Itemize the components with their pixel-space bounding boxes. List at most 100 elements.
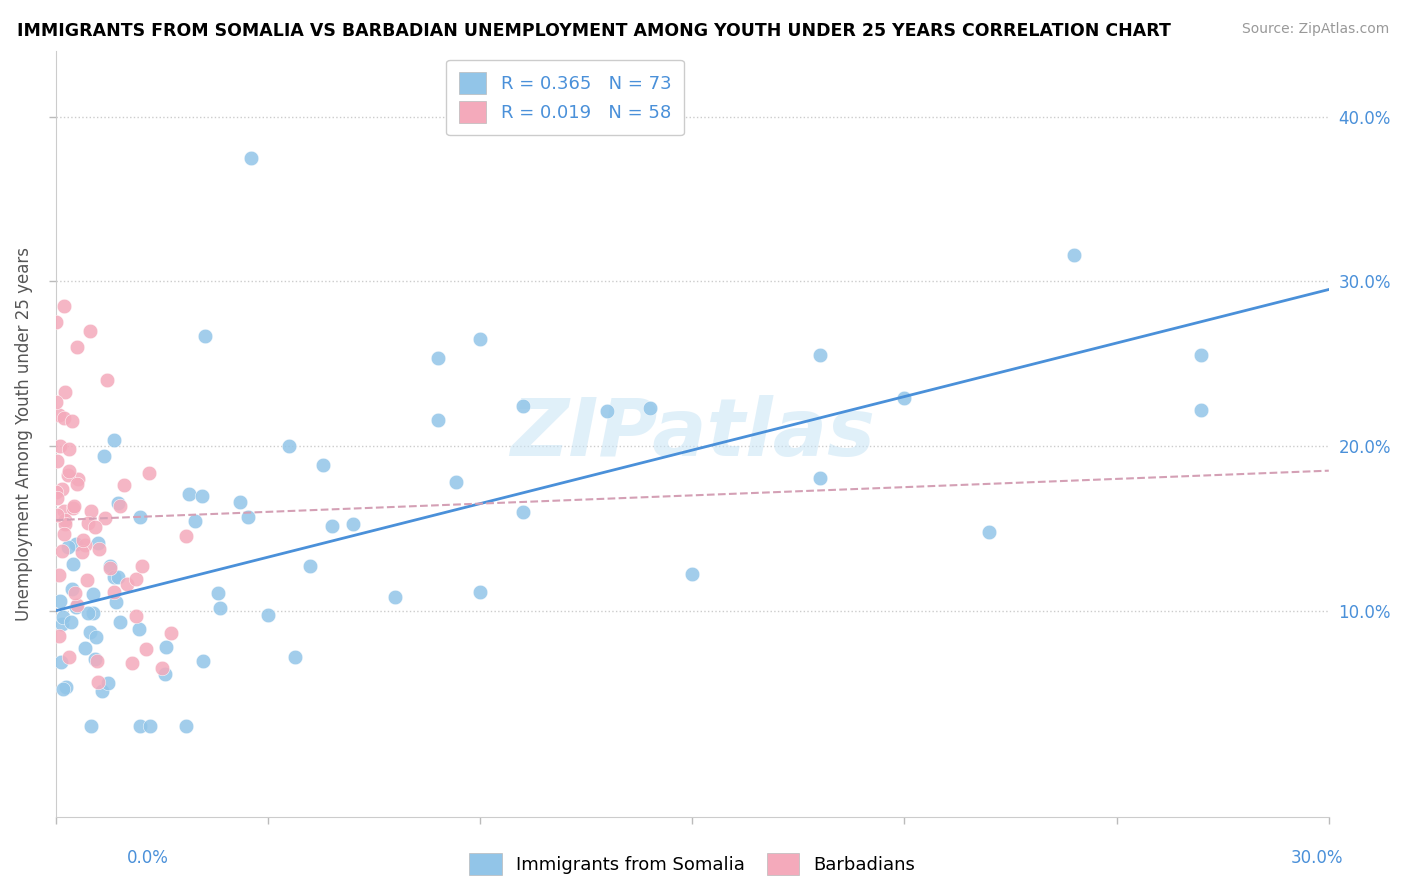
Text: Source: ZipAtlas.com: Source: ZipAtlas.com <box>1241 22 1389 37</box>
Point <box>121 657 143 671</box>
Point <box>115 577 138 591</box>
Point <box>46 491 69 505</box>
Y-axis label: Unemployment Among Youth under 25 years: Unemployment Among Youth under 25 years <box>15 246 32 621</box>
Point <box>893 391 915 405</box>
Point <box>1191 402 1213 417</box>
Point <box>100 560 122 574</box>
Point <box>93 450 115 464</box>
Point <box>51 617 73 632</box>
Point <box>52 681 75 696</box>
Point <box>52 610 75 624</box>
Point <box>342 517 364 532</box>
Point <box>979 524 1001 539</box>
Point <box>236 510 259 524</box>
Point <box>84 651 107 665</box>
Point <box>207 586 229 600</box>
Point <box>138 466 160 480</box>
Point <box>82 606 104 620</box>
Point <box>384 590 406 604</box>
Point <box>153 667 176 681</box>
Point <box>446 475 468 489</box>
Point <box>48 408 70 422</box>
Point <box>87 675 110 690</box>
Point <box>108 615 131 630</box>
Point <box>174 719 197 733</box>
Point <box>160 625 183 640</box>
Text: IMMIGRANTS FROM SOMALIA VS BARBADIAN UNEMPLOYMENT AMONG YOUTH UNDER 25 YEARS COR: IMMIGRANTS FROM SOMALIA VS BARBADIAN UNE… <box>17 22 1171 40</box>
Point <box>62 557 84 571</box>
Point <box>48 568 70 582</box>
Point <box>60 414 83 428</box>
Point <box>73 641 96 656</box>
Point <box>91 683 114 698</box>
Point <box>46 454 69 468</box>
Point <box>470 585 492 599</box>
Point <box>512 505 534 519</box>
Point <box>87 541 110 556</box>
Point <box>107 496 129 510</box>
Point <box>596 404 619 418</box>
Point <box>84 520 107 534</box>
Point <box>299 559 322 574</box>
Point <box>470 332 492 346</box>
Point <box>49 439 72 453</box>
Point <box>808 471 831 485</box>
Point <box>638 401 661 415</box>
Point <box>62 500 84 515</box>
Point <box>103 570 125 584</box>
Point <box>53 513 76 527</box>
Point <box>79 624 101 639</box>
Point <box>58 464 80 478</box>
Point <box>128 509 150 524</box>
Point <box>97 676 120 690</box>
Point <box>86 654 108 668</box>
Point <box>53 527 76 541</box>
Point <box>77 606 100 620</box>
Point <box>80 719 103 733</box>
Point <box>228 495 250 509</box>
Point <box>110 499 132 513</box>
Point <box>55 680 77 694</box>
Point <box>284 650 307 665</box>
Point <box>426 413 449 427</box>
Point <box>51 543 73 558</box>
Point <box>681 567 703 582</box>
Point <box>53 384 76 399</box>
Point <box>139 719 162 733</box>
Point <box>125 608 148 623</box>
Point <box>63 586 86 600</box>
Point <box>53 504 76 518</box>
Point <box>51 656 73 670</box>
Point <box>98 558 121 573</box>
Point <box>70 545 93 559</box>
Point <box>240 151 263 165</box>
Legend: Immigrants from Somalia, Barbadians: Immigrants from Somalia, Barbadians <box>460 844 925 884</box>
Point <box>103 585 125 599</box>
Point <box>66 598 89 612</box>
Point <box>76 574 98 588</box>
Point <box>107 570 129 584</box>
Text: 30.0%: 30.0% <box>1291 849 1343 867</box>
Point <box>128 719 150 733</box>
Point <box>125 572 148 586</box>
Point <box>103 434 125 448</box>
Point <box>60 582 83 597</box>
Point <box>278 439 301 453</box>
Point <box>112 478 135 492</box>
Point <box>426 351 449 365</box>
Point <box>512 399 534 413</box>
Point <box>53 411 76 425</box>
Point <box>63 500 86 514</box>
Point <box>51 482 73 496</box>
Point <box>193 654 215 668</box>
Point <box>72 533 94 548</box>
Point <box>49 594 72 608</box>
Point <box>179 487 201 501</box>
Point <box>193 329 215 343</box>
Point <box>65 537 87 551</box>
Point <box>176 529 198 543</box>
Point <box>150 661 173 675</box>
Point <box>87 535 110 549</box>
Point <box>84 630 107 644</box>
Point <box>45 484 67 499</box>
